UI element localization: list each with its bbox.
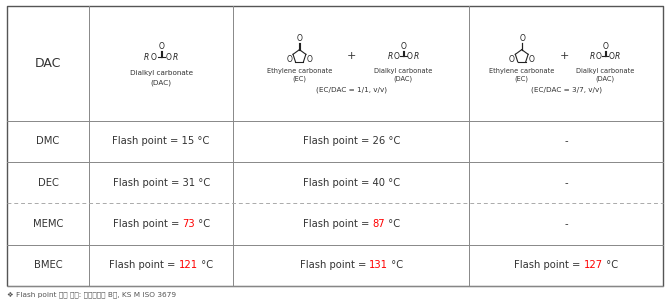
Text: Flash point =: Flash point = bbox=[514, 260, 584, 270]
Text: +: + bbox=[347, 51, 356, 61]
Text: -: - bbox=[565, 136, 568, 146]
Text: (EC): (EC) bbox=[292, 76, 306, 82]
Text: °C: °C bbox=[198, 260, 213, 270]
Text: 87: 87 bbox=[372, 219, 385, 229]
Text: °C: °C bbox=[195, 219, 210, 229]
Text: (EC): (EC) bbox=[514, 76, 529, 82]
Text: °C: °C bbox=[385, 219, 400, 229]
Text: -: - bbox=[565, 178, 568, 188]
Text: O: O bbox=[401, 42, 407, 51]
Text: ❖ Flash point 측정 방법: 신속평형법 B법, KS M ISO 3679: ❖ Flash point 측정 방법: 신속평형법 B법, KS M ISO … bbox=[7, 291, 176, 298]
Text: R: R bbox=[173, 53, 178, 62]
Text: O: O bbox=[608, 52, 614, 61]
Text: Flash point =: Flash point = bbox=[303, 219, 372, 229]
Text: MEMC: MEMC bbox=[33, 219, 63, 229]
Text: Flash point =: Flash point = bbox=[109, 260, 179, 270]
Text: -: - bbox=[565, 219, 568, 229]
Text: R: R bbox=[413, 52, 419, 61]
Text: (DAC): (DAC) bbox=[595, 76, 615, 82]
Text: R: R bbox=[615, 52, 620, 61]
Text: 73: 73 bbox=[182, 219, 195, 229]
Text: O: O bbox=[165, 53, 171, 62]
Text: Flash point =: Flash point = bbox=[112, 219, 182, 229]
Text: Ethylene carbonate: Ethylene carbonate bbox=[267, 68, 332, 74]
Text: O: O bbox=[159, 42, 165, 51]
Text: R: R bbox=[589, 52, 595, 61]
Text: 127: 127 bbox=[584, 260, 603, 270]
Text: (DAC): (DAC) bbox=[394, 76, 413, 82]
Text: R: R bbox=[388, 52, 393, 61]
Text: O: O bbox=[286, 55, 292, 64]
Text: Ethylene carbonate: Ethylene carbonate bbox=[489, 68, 555, 74]
Text: Flash point = 40 °C: Flash point = 40 °C bbox=[303, 178, 400, 188]
Text: (EC/DAC = 1/1, v/v): (EC/DAC = 1/1, v/v) bbox=[316, 86, 387, 93]
Text: O: O bbox=[602, 42, 608, 51]
Text: (EC/DAC = 3/7, v/v): (EC/DAC = 3/7, v/v) bbox=[531, 86, 601, 93]
Text: (DAC): (DAC) bbox=[151, 79, 172, 86]
Text: O: O bbox=[394, 52, 400, 61]
Text: 121: 121 bbox=[179, 260, 198, 270]
Text: DAC: DAC bbox=[35, 57, 61, 70]
Text: Dialkyl carbonate: Dialkyl carbonate bbox=[576, 68, 634, 74]
Text: O: O bbox=[306, 55, 312, 64]
Text: Dialkyl carbonate: Dialkyl carbonate bbox=[374, 68, 433, 74]
Text: BMEC: BMEC bbox=[33, 260, 62, 270]
Text: +: + bbox=[559, 51, 569, 61]
Text: Flash point = 31 °C: Flash point = 31 °C bbox=[112, 178, 210, 188]
Text: Flash point =: Flash point = bbox=[300, 260, 369, 270]
Text: DMC: DMC bbox=[36, 136, 60, 146]
Text: O: O bbox=[151, 53, 157, 62]
Text: O: O bbox=[297, 33, 303, 43]
Text: O: O bbox=[519, 33, 525, 43]
Text: Flash point = 15 °C: Flash point = 15 °C bbox=[112, 136, 210, 146]
Text: O: O bbox=[529, 55, 535, 64]
Text: 131: 131 bbox=[369, 260, 388, 270]
Text: R: R bbox=[145, 53, 149, 62]
Text: °C: °C bbox=[603, 260, 618, 270]
Text: O: O bbox=[407, 52, 413, 61]
Text: DEC: DEC bbox=[37, 178, 58, 188]
Text: Dialkyl carbonate: Dialkyl carbonate bbox=[130, 70, 193, 76]
Text: °C: °C bbox=[388, 260, 403, 270]
Text: Flash point = 26 °C: Flash point = 26 °C bbox=[302, 136, 400, 146]
Text: O: O bbox=[595, 52, 601, 61]
Text: O: O bbox=[509, 55, 514, 64]
